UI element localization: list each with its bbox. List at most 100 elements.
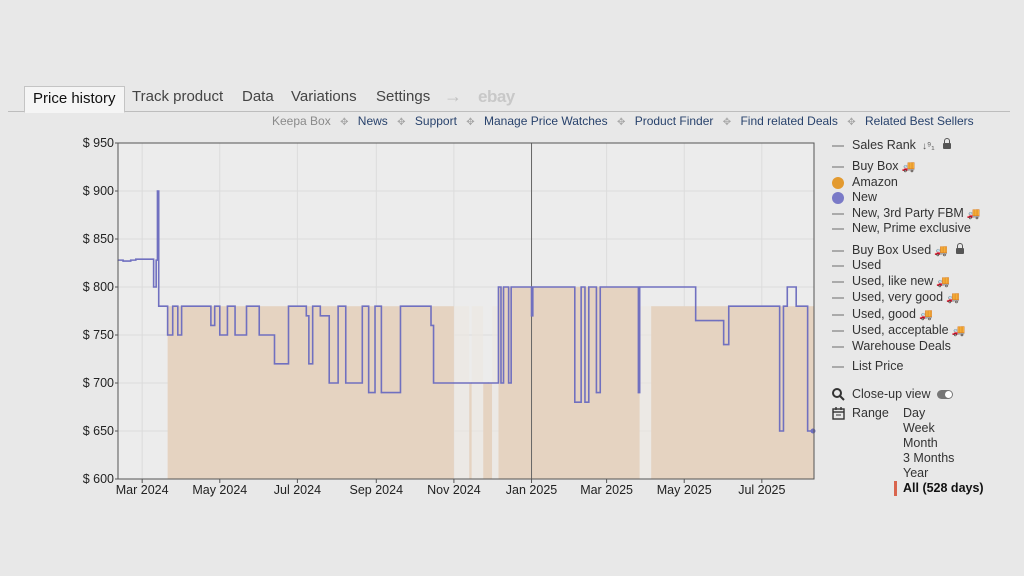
new-price-point <box>728 305 730 307</box>
dash-icon <box>832 227 844 230</box>
new-price-point <box>595 392 598 394</box>
new-price-point <box>177 334 179 336</box>
legend-warehouse-deals[interactable]: Warehouse Deals <box>832 339 951 354</box>
amazon-gap-area <box>453 306 470 479</box>
dash-icon <box>832 249 844 252</box>
new-price-point <box>497 286 500 288</box>
legend-new-3p-fbm[interactable]: New, 3rd Party FBM 🚚 <box>832 206 981 221</box>
tab-price-history[interactable]: Price history <box>24 86 125 113</box>
lock-icon <box>955 242 964 254</box>
support-link[interactable]: Support <box>414 114 457 128</box>
manage-price-watches-link[interactable]: Manage Price Watches <box>484 114 608 128</box>
x-tick-label: Jan 2025 <box>506 483 557 497</box>
new-price-point <box>155 259 157 261</box>
range-month[interactable]: Month <box>903 436 938 450</box>
new-price-point <box>226 305 229 307</box>
legend-buy-box-used[interactable]: Buy Box Used 🚚 <box>832 242 964 258</box>
separator-icon: ✥ <box>340 117 349 128</box>
new-price-point <box>328 382 330 384</box>
x-tick-label: Nov 2024 <box>427 483 481 497</box>
news-link[interactable]: News <box>357 114 388 128</box>
legend-used-very-good[interactable]: Used, very good 🚚 <box>832 290 960 305</box>
new-price-point <box>588 286 590 288</box>
range-year[interactable]: Year <box>903 466 929 480</box>
new-price-point <box>135 258 137 260</box>
range-day[interactable]: Day <box>903 406 926 420</box>
legend-new[interactable]: New <box>832 190 877 205</box>
new-price-point <box>337 305 339 307</box>
tab-settings[interactable]: Settings <box>376 88 431 105</box>
new-price-point <box>181 305 183 307</box>
dash-icon <box>832 165 844 168</box>
related-best-sellers-link[interactable]: Related Best Sellers <box>864 114 974 128</box>
new-price-point <box>245 305 248 307</box>
new-price-point <box>782 305 785 307</box>
arrow-right-icon: → <box>444 86 462 106</box>
new-price-point <box>312 305 314 307</box>
new-price-point <box>172 305 174 307</box>
range-3-months[interactable]: 3 Months <box>903 451 955 465</box>
y-tick-label: $ 650 <box>83 424 114 438</box>
legend-used-acceptable[interactable]: Used, acceptable 🚚 <box>832 323 965 338</box>
sort-icon: ↓⁹₁ <box>921 141 935 152</box>
lock-icon <box>942 137 951 149</box>
dash-icon <box>832 313 844 316</box>
new-price-point <box>695 320 697 322</box>
new-price-point <box>287 305 290 307</box>
keepa-box-link[interactable]: Keepa Box <box>272 114 331 128</box>
toggle-icon[interactable] <box>936 390 953 400</box>
new-price-point <box>308 363 310 365</box>
legend-used[interactable]: Used <box>832 258 881 273</box>
legend-buy-box[interactable]: Buy Box 🚚 <box>832 159 915 174</box>
tab-track-product[interactable]: Track product <box>132 88 224 105</box>
legend-new-prime[interactable]: New, Prime exclusive <box>832 221 971 236</box>
range-all[interactable]: All (528 days) <box>894 481 984 496</box>
legend-sales-rank[interactable]: Sales Rank ↓⁹₁ <box>832 137 951 153</box>
truck-icon: 🚚 <box>966 208 981 220</box>
y-tick-label: $ 850 <box>83 232 114 246</box>
new-price-point <box>380 392 382 394</box>
product-finder-link[interactable]: Product Finder <box>634 114 714 128</box>
calendar-icon <box>832 407 845 420</box>
new-price-point <box>399 305 402 307</box>
new-price-point <box>639 286 641 288</box>
y-tick-label: $ 900 <box>83 184 114 198</box>
new-price-point <box>210 324 212 326</box>
new-price-point <box>717 320 720 322</box>
new-price-point <box>167 334 169 336</box>
range-week[interactable]: Week <box>903 421 935 435</box>
new-price-point <box>487 382 489 384</box>
tab-data[interactable]: Data <box>242 88 274 105</box>
ebay-logo[interactable]: ebay <box>478 87 515 106</box>
legend-list-price[interactable]: List Price <box>832 359 903 374</box>
separator-icon: ✥ <box>847 117 856 128</box>
price-history-chart[interactable]: $ 600 $ 650 $ 700 $ 750 $ 800 $ 850 $ 900 $ 950… <box>0 0 830 510</box>
find-related-deals-link[interactable]: Find related Deals <box>740 114 838 128</box>
new-price-point <box>580 286 582 288</box>
legend-used-good[interactable]: Used, good 🚚 <box>832 307 933 322</box>
new-price-point <box>430 324 432 326</box>
new-price-endpoint <box>810 428 816 434</box>
legend-used-like-new[interactable]: Used, like new 🚚 <box>832 274 950 289</box>
new-price-point <box>510 286 512 288</box>
legend-amazon[interactable]: Amazon <box>832 175 898 190</box>
separator-icon: ✥ <box>466 117 475 128</box>
y-tick-label: $ 750 <box>83 328 114 342</box>
amazon-price-area <box>651 306 814 479</box>
new-price-point <box>723 344 725 346</box>
tab-variations[interactable]: Variations <box>291 88 357 105</box>
new-price-point <box>234 334 236 336</box>
amazon-price-area <box>167 306 454 479</box>
closeup-view-toggle[interactable]: Close-up view <box>832 387 953 402</box>
new-price-point <box>305 315 307 317</box>
new-price-point <box>779 430 781 432</box>
truck-icon: 🚚 <box>934 245 948 257</box>
new-price-point <box>345 382 347 384</box>
dash-icon <box>832 296 844 299</box>
new-price-point <box>156 190 159 192</box>
amazon-gap-area <box>492 306 499 479</box>
new-price-point <box>153 286 155 288</box>
new-price-point <box>368 392 370 394</box>
new-price-point <box>374 305 376 307</box>
new-price-point <box>574 401 576 403</box>
